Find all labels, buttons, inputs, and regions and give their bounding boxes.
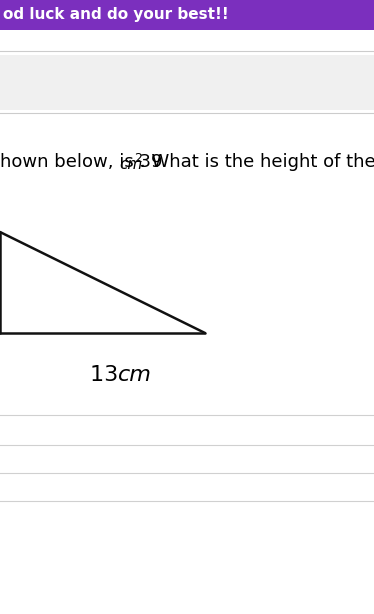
- Text: . What is the height of the triangle?: . What is the height of the triangle?: [140, 153, 374, 171]
- Bar: [0, 0, 374, 30]
- Bar: [0, 55, 374, 110]
- Text: 2: 2: [134, 152, 142, 165]
- Text: 13: 13: [90, 365, 125, 385]
- Text: cm: cm: [120, 157, 143, 172]
- Text: hown below, is 39: hown below, is 39: [0, 153, 168, 171]
- Text: cm: cm: [118, 365, 152, 385]
- Text: od luck and do your best!!: od luck and do your best!!: [3, 7, 229, 23]
